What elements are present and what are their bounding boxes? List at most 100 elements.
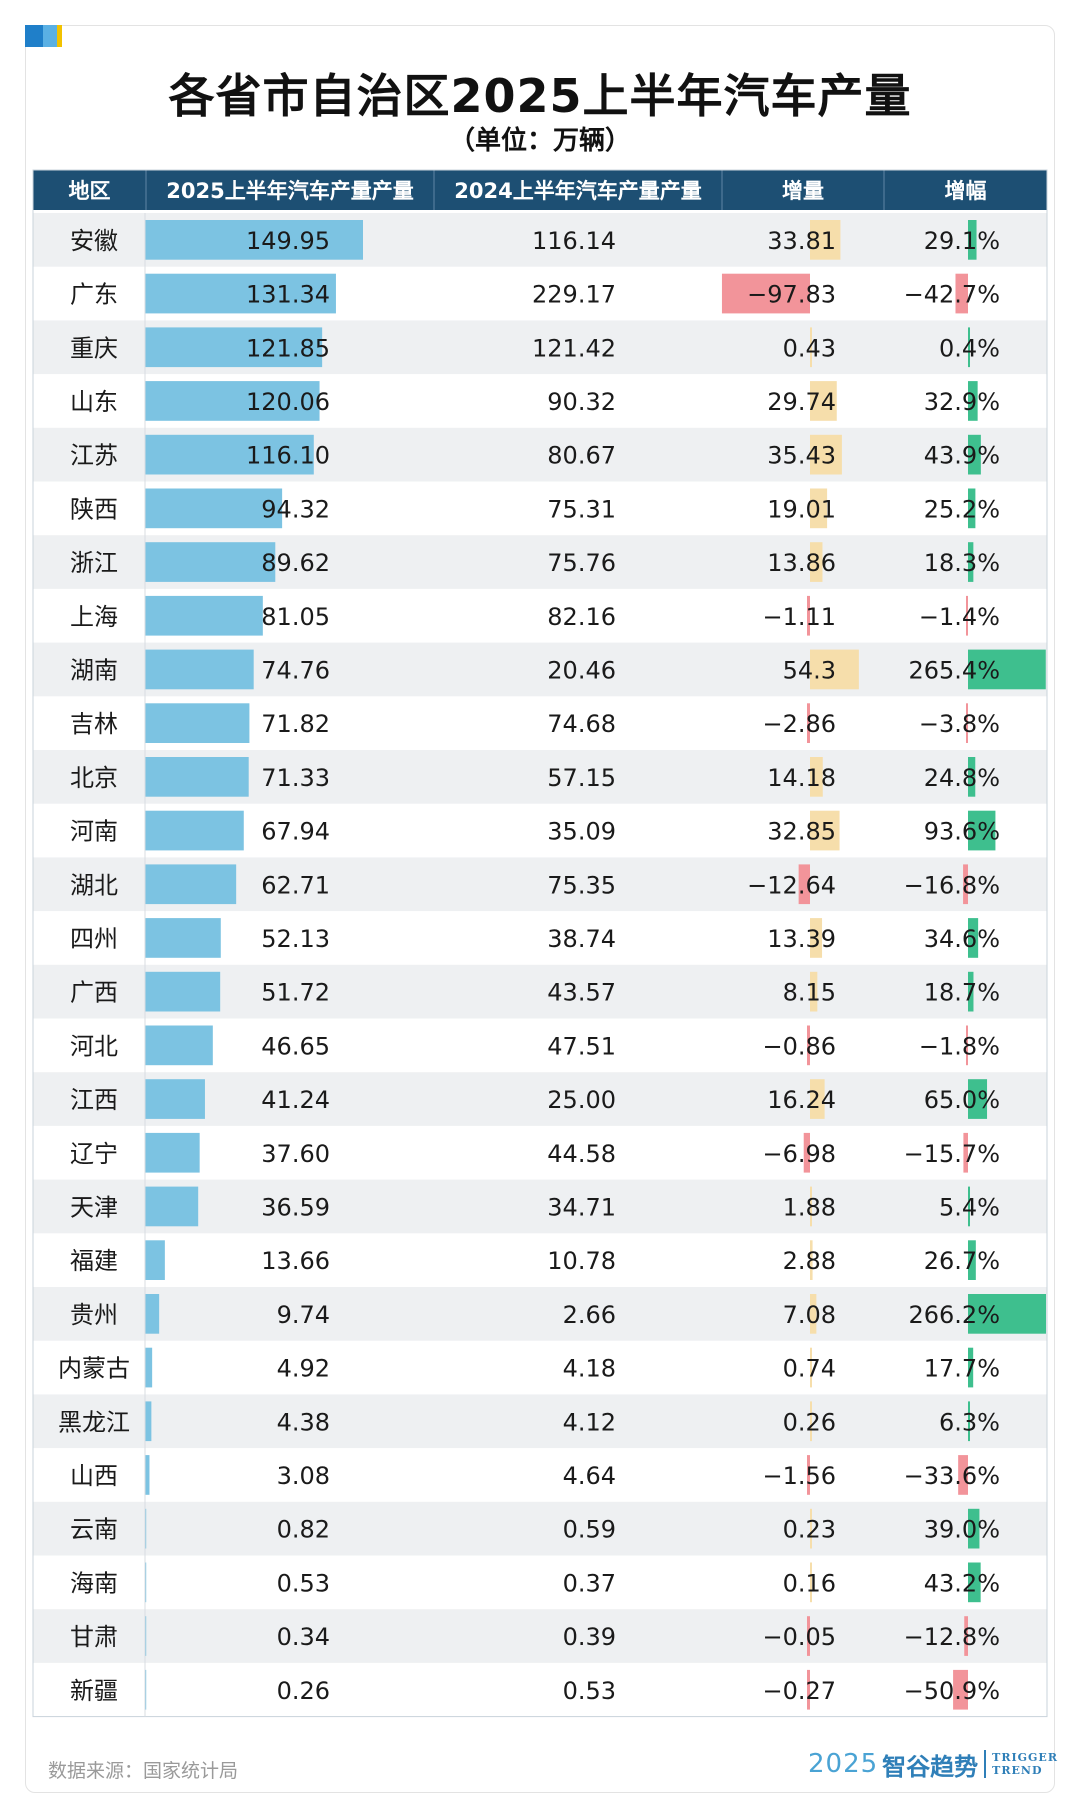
brand-year: 2025 [808, 1749, 879, 1779]
bar-2025 [145, 220, 363, 260]
pct-bar [968, 810, 996, 851]
brand-logo: 2025 智谷趋势 TRIGGER TREND [808, 1746, 1058, 1782]
pct-label: −16.8% [904, 871, 1000, 899]
pct-label: 32.9% [924, 388, 1000, 416]
value-2025-label: 74.76 [261, 656, 330, 684]
region-label: 浙江 [70, 549, 118, 577]
chart-title: 各省市自治区2025上半年汽车产量 [168, 69, 912, 123]
region-label: 湖北 [70, 871, 118, 899]
table-border [32, 169, 1048, 1718]
pct-bar [968, 381, 978, 421]
delta-bar [810, 1186, 812, 1227]
value-2025-label: 0.82 [277, 1516, 330, 1544]
bar-2025 [145, 703, 250, 743]
logo-mark [25, 25, 63, 47]
value-2024-label: 75.76 [547, 549, 616, 577]
value-2025-label: 46.65 [261, 1032, 330, 1060]
pct-bar [968, 1240, 976, 1280]
value-2025-label: 52.13 [261, 925, 330, 953]
pct-bar [968, 488, 976, 529]
value-2025-label: 81.05 [261, 603, 330, 631]
pct-label: 43.2% [924, 1569, 1000, 1597]
pct-bar [963, 864, 968, 905]
bar-2025 [145, 971, 221, 1012]
bar-2025 [145, 918, 221, 958]
region-label: 河北 [70, 1032, 118, 1060]
value-2024-label: 90.32 [547, 388, 616, 416]
delta-label: 54.3 [783, 656, 836, 684]
value-2025-label: 94.32 [261, 495, 330, 523]
value-2024-label: 57.15 [547, 764, 616, 792]
delta-bar [807, 1669, 810, 1710]
value-2024-label: 0.59 [563, 1516, 616, 1544]
table-row-stripe [33, 1394, 1047, 1449]
pct-label: 6.3% [939, 1408, 1000, 1436]
value-2025-label: 89.62 [261, 549, 330, 577]
region-label: 湖南 [70, 656, 118, 684]
delta-label: −1.11 [762, 603, 836, 631]
region-label: 重庆 [70, 334, 118, 362]
table-header-bg [33, 170, 1047, 210]
pct-label: −3.8% [919, 710, 1000, 738]
region-label: 北京 [70, 764, 118, 792]
bar-2025 [145, 1294, 160, 1334]
delta-bar [810, 918, 823, 958]
delta-bar [803, 1132, 810, 1173]
pct-label: 18.3% [924, 549, 1000, 577]
delta-label: 35.43 [767, 442, 836, 470]
pct-bar [968, 434, 981, 475]
bar-2025 [145, 1186, 199, 1227]
pct-bar [966, 1025, 968, 1066]
value-2025-label: 131.34 [246, 281, 330, 309]
bar-2025 [145, 488, 283, 529]
delta-label: 1.88 [783, 1193, 836, 1221]
value-2024-label: 80.67 [547, 442, 616, 470]
delta-label: 16.24 [767, 1086, 836, 1114]
value-2024-label: 20.46 [547, 656, 616, 684]
brand-en-line-1: TRIGGER [992, 1751, 1058, 1764]
value-2025-label: 4.38 [277, 1408, 330, 1436]
value-2024-label: 229.17 [532, 281, 616, 309]
value-2025-label: 36.59 [261, 1193, 330, 1221]
delta-label: −12.64 [747, 871, 836, 899]
delta-bar [810, 810, 840, 851]
bar-2025 [145, 434, 314, 475]
pct-label: 0.4% [939, 334, 1000, 362]
value-2024-label: 0.37 [563, 1569, 616, 1597]
table-row-stripe [33, 1609, 1047, 1663]
pct-label: 34.6% [924, 925, 1000, 953]
pct-bar [968, 1508, 980, 1549]
region-label: 吉林 [70, 710, 118, 738]
bar-2025 [145, 327, 323, 368]
delta-label: 13.39 [767, 925, 836, 953]
delta-label: 14.18 [767, 764, 836, 792]
value-2025-label: 121.85 [246, 334, 330, 362]
pct-label: 43.9% [924, 442, 1000, 470]
brand-divider [984, 1750, 987, 1778]
pct-label: −33.6% [904, 1462, 1000, 1490]
pct-bar [968, 918, 979, 958]
pct-bar [958, 1455, 968, 1495]
region-label: 江西 [70, 1086, 118, 1114]
delta-label: −0.05 [762, 1623, 836, 1651]
value-2025-label: 71.82 [261, 710, 330, 738]
value-2025-label: 37.60 [261, 1140, 330, 1168]
bar-2025 [145, 1455, 150, 1495]
pct-bar [966, 595, 968, 636]
bar-2025 [145, 273, 336, 314]
bar-2025 [145, 1132, 200, 1173]
region-label: 河南 [70, 818, 118, 846]
value-2024-label: 47.51 [547, 1032, 616, 1060]
value-2025-label: 116.10 [246, 442, 330, 470]
value-2024-label: 44.58 [547, 1140, 616, 1168]
pct-label: 18.7% [924, 979, 1000, 1007]
value-2024-label: 75.31 [547, 495, 616, 523]
value-2025-label: 71.33 [261, 764, 330, 792]
value-2024-label: 34.71 [547, 1193, 616, 1221]
value-2025-label: 41.24 [261, 1086, 330, 1114]
value-2024-label: 82.16 [547, 603, 616, 631]
region-label: 辽宁 [70, 1140, 118, 1168]
delta-bar [807, 595, 810, 636]
data-source-note: 数据来源：国家统计局 [48, 1760, 239, 1782]
